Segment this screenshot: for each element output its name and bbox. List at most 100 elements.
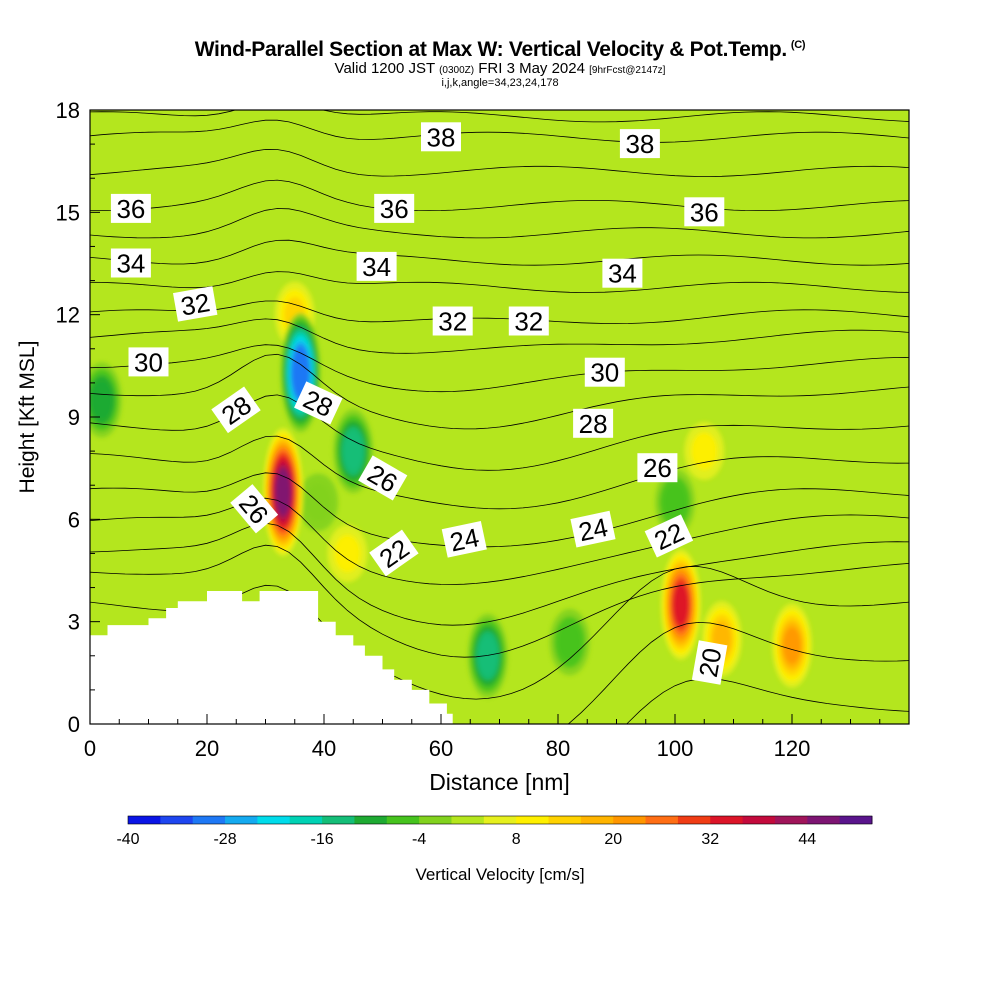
isentrope-label-text: 32 bbox=[438, 307, 467, 337]
isentrope-line bbox=[90, 522, 909, 626]
isentrope-label: 28 bbox=[211, 386, 261, 434]
isentrope-line bbox=[90, 208, 909, 239]
isentrope-label: 34 bbox=[602, 258, 643, 289]
chart-title: Wind-Parallel Section at Max W: Vertical… bbox=[0, 38, 1000, 62]
velocity-feature bbox=[655, 469, 695, 536]
isentrope-label: 26 bbox=[230, 484, 279, 534]
y-tick-label: 9 bbox=[68, 405, 80, 430]
colorbar-swatch bbox=[386, 816, 420, 824]
chart-subtitle: Valid 1200 JST (0300Z) FRI 3 May 2024 [9… bbox=[0, 60, 1000, 77]
isentrope-label: 32 bbox=[172, 286, 218, 322]
isentrope-line bbox=[90, 300, 909, 325]
colorbar-label: Vertical Velocity [cm/s] bbox=[415, 865, 584, 884]
colorbar-tick-label: -28 bbox=[213, 831, 236, 848]
velocity-feature bbox=[684, 422, 725, 480]
velocity-feature bbox=[701, 601, 742, 677]
x-tick-label: 20 bbox=[195, 736, 219, 761]
x-tick-label: 120 bbox=[774, 736, 811, 761]
velocity-feature bbox=[660, 549, 701, 660]
isentrope-line bbox=[90, 621, 909, 724]
isentrope-label-text: 28 bbox=[299, 384, 338, 423]
colorbar-tick-label: -16 bbox=[311, 831, 334, 848]
isentrope-label: 38 bbox=[421, 122, 461, 152]
isentrope-label: 22 bbox=[369, 529, 419, 577]
colorbar-swatch bbox=[257, 816, 291, 824]
colorbar-swatch bbox=[483, 816, 517, 824]
isentrope-label-text: 22 bbox=[374, 533, 415, 574]
valid-date: FRI 3 May 2024 bbox=[478, 60, 585, 77]
isentrope-line bbox=[90, 148, 909, 177]
isentrope-label-text: 20 bbox=[693, 646, 728, 680]
colorbar-frame bbox=[127, 815, 873, 825]
grid-indices: i,j,k,angle=34,23,24,178 bbox=[441, 77, 559, 89]
isentrope-line bbox=[90, 497, 909, 585]
isentrope-line bbox=[90, 179, 909, 212]
colorbar-swatch bbox=[677, 816, 711, 824]
x-tick-label: 80 bbox=[546, 736, 570, 761]
colorbar-tick-label: 32 bbox=[701, 831, 719, 848]
x-tick-label: 60 bbox=[429, 736, 453, 761]
colorbar-tick-label: -4 bbox=[412, 831, 426, 848]
y-tick-label: 18 bbox=[56, 98, 80, 123]
x-tick-label: 40 bbox=[312, 736, 336, 761]
velocity-feature bbox=[549, 608, 590, 676]
isentrope-label-text: 28 bbox=[216, 390, 257, 431]
copyright-mark: (C) bbox=[790, 39, 806, 51]
colorbar-swatch bbox=[613, 816, 647, 824]
velocity-feature bbox=[327, 524, 368, 583]
colorbar-swatch bbox=[742, 816, 776, 824]
isentrope-label: 34 bbox=[110, 248, 151, 279]
isentrope-label: 30 bbox=[128, 347, 169, 377]
y-tick-label: 3 bbox=[68, 610, 80, 635]
isentrope-line bbox=[90, 110, 909, 123]
colorbar-swatch bbox=[548, 816, 582, 824]
field-background bbox=[90, 110, 909, 724]
isentrope-line bbox=[90, 394, 909, 471]
isentrope-label-text: 32 bbox=[178, 287, 212, 322]
isentrope-label-text: 28 bbox=[579, 409, 608, 439]
isentrope-label-text: 38 bbox=[427, 122, 456, 152]
isentrope-label: 24 bbox=[570, 510, 616, 548]
isentrope-label: 32 bbox=[508, 306, 549, 337]
colorbar-swatch bbox=[160, 816, 194, 824]
isentrope-label-text: 26 bbox=[362, 458, 402, 498]
isentrope-label: 30 bbox=[584, 357, 625, 388]
isentrope-label-text: 32 bbox=[514, 307, 543, 337]
colorbar-swatch bbox=[451, 816, 485, 824]
isentrope-line bbox=[90, 435, 909, 510]
isentrope-label-text: 36 bbox=[690, 197, 719, 227]
velocity-feature bbox=[274, 281, 315, 348]
valid-utc: (0300Z) bbox=[439, 65, 475, 76]
colorbar-tick-label: 20 bbox=[604, 831, 622, 848]
velocity-feature bbox=[263, 428, 304, 557]
isentrope-label: 32 bbox=[432, 306, 473, 337]
colorbar-swatch bbox=[322, 816, 355, 824]
terrain-mask bbox=[90, 591, 453, 724]
velocity-feature bbox=[772, 603, 812, 688]
velocity-feature bbox=[90, 362, 122, 438]
isentrope-label-text: 26 bbox=[233, 488, 275, 529]
colorbar-swatch bbox=[807, 816, 841, 824]
isentrope-line bbox=[90, 472, 909, 548]
x-tick-label: 0 bbox=[84, 736, 96, 761]
isentrope-label: 28 bbox=[294, 381, 343, 425]
isentrope-label: 38 bbox=[619, 129, 660, 159]
isentrope-line bbox=[90, 239, 909, 266]
colorbar-tick-label: 8 bbox=[512, 831, 521, 848]
isentrope-label-text: 22 bbox=[650, 517, 689, 556]
colorbar-swatch bbox=[839, 816, 873, 824]
isentrope-label: 36 bbox=[374, 193, 415, 224]
colorbar-swatch bbox=[774, 816, 808, 824]
y-tick-label: 6 bbox=[68, 507, 80, 532]
isentrope-label-text: 30 bbox=[590, 358, 619, 388]
forecast-info: [9hrFcst@2147z] bbox=[589, 65, 666, 76]
isentrope-line bbox=[90, 678, 909, 724]
colorbar-swatch bbox=[354, 816, 388, 824]
isentrope-label-text: 24 bbox=[447, 522, 482, 557]
isentrope-line bbox=[90, 271, 909, 293]
colorbar-swatch bbox=[419, 816, 452, 824]
isentrope-label: 28 bbox=[573, 408, 614, 439]
isentrope-line bbox=[90, 318, 909, 354]
isentrope-label: 34 bbox=[356, 251, 397, 282]
